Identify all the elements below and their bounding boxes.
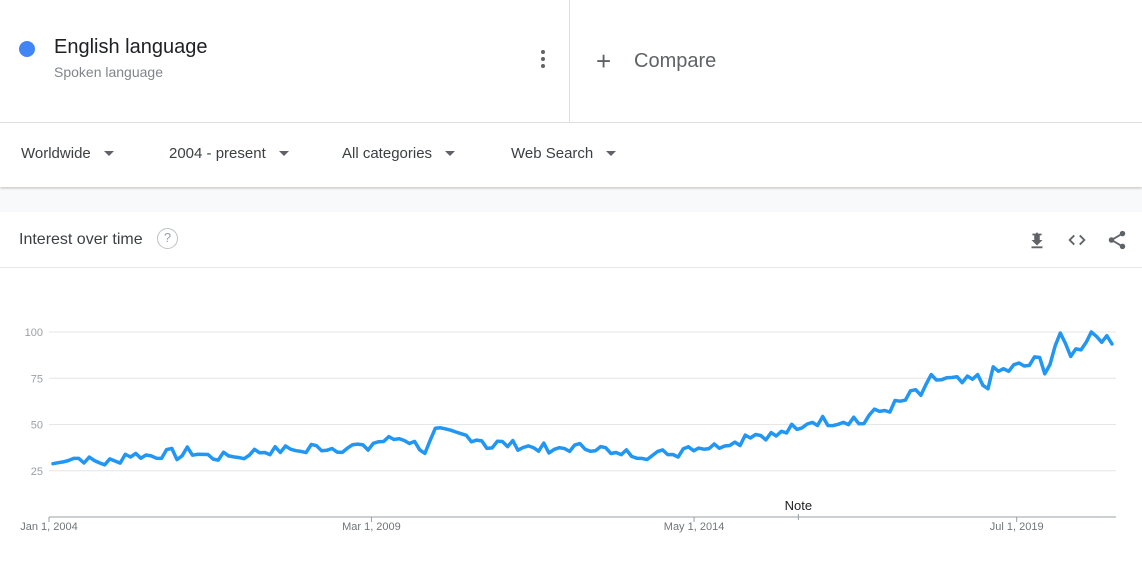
term-header: English language Spoken language + Compa… xyxy=(0,0,1142,123)
compare-button[interactable]: + Compare xyxy=(596,46,716,76)
download-icon[interactable] xyxy=(1026,229,1048,251)
caret-down-icon xyxy=(445,151,456,156)
caret-down-icon xyxy=(606,151,617,156)
search-type-dropdown[interactable]: Web Search xyxy=(511,145,617,162)
search-term-card[interactable]: English language Spoken language xyxy=(0,0,570,122)
filter-bar: Worldwide 2004 - present All categories … xyxy=(0,123,1142,187)
caret-down-icon xyxy=(103,151,114,156)
x-tick-label: Jul 1, 2019 xyxy=(990,521,1044,533)
card-header: Interest over time ? xyxy=(0,212,1142,268)
region-dropdown[interactable]: Worldwide xyxy=(21,145,114,162)
y-tick-label: 75 xyxy=(31,373,43,385)
term-color-dot xyxy=(19,41,35,57)
time-range-label: 2004 - present xyxy=(169,145,266,162)
share-icon[interactable] xyxy=(1106,229,1128,251)
y-tick-label: 100 xyxy=(25,327,43,339)
term-name[interactable]: English language xyxy=(54,36,208,58)
y-tick-label: 25 xyxy=(31,466,43,478)
compare-label: Compare xyxy=(634,49,717,72)
y-tick-label: 50 xyxy=(31,420,43,432)
x-tick-label: May 1, 2014 xyxy=(664,521,725,533)
section-divider xyxy=(0,190,1142,212)
card-title: Interest over time xyxy=(19,231,143,248)
embed-code-icon[interactable] xyxy=(1066,229,1088,251)
question-mark-icon[interactable]: ? xyxy=(157,228,178,249)
category-label: All categories xyxy=(342,145,433,162)
term-type: Spoken language xyxy=(54,64,163,80)
interest-over-time-card: Interest over time ? 25 50 75 100 Jan 1, 20… xyxy=(0,212,1142,587)
plus-icon: + xyxy=(596,46,612,76)
category-dropdown[interactable]: All categories xyxy=(342,145,456,162)
x-tick-label: Mar 1, 2009 xyxy=(342,521,401,533)
caret-down-icon xyxy=(278,151,289,156)
search-type-label: Web Search xyxy=(511,145,594,162)
more-options-icon[interactable] xyxy=(530,46,556,72)
interest-chart: 25 50 75 100 Jan 1, 2004 Mar 1, 2009 May 1, 2… xyxy=(20,327,1116,533)
time-range-dropdown[interactable]: 2004 - present xyxy=(169,145,289,162)
region-label: Worldwide xyxy=(21,145,91,162)
series-line[interactable] xyxy=(51,330,1114,467)
x-tick-label: Jan 1, 2004 xyxy=(20,521,78,533)
note-annotation[interactable]: Note xyxy=(785,498,812,513)
